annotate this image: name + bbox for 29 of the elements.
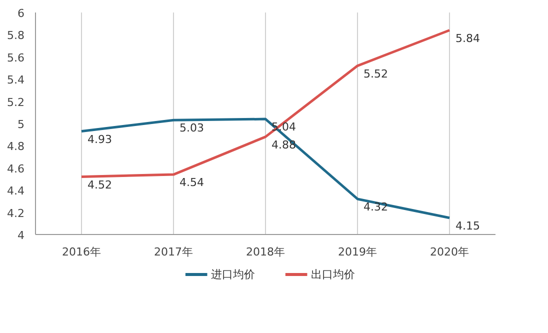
legend-label: 出口均价: [310, 268, 355, 281]
y-tick-label: 4.2: [7, 206, 25, 220]
y-tick-label: 5: [18, 118, 24, 131]
y-tick-label: 4: [18, 229, 24, 242]
x-tick-label: 2019年: [338, 246, 378, 258]
x-tick-label: 2018年: [246, 246, 286, 258]
data-label: 4.93: [88, 132, 112, 146]
y-tick-label: 4.4: [7, 184, 25, 198]
y-tick-label: 4.8: [7, 140, 25, 154]
legend-label: 进口均价: [210, 268, 255, 281]
data-label: 4.52: [88, 178, 112, 192]
data-label: 4.32: [364, 200, 388, 214]
y-tick-label: 5.4: [7, 74, 25, 87]
y-tick-label: 6: [18, 7, 24, 20]
y-tick-label: 5.6: [7, 51, 25, 64]
data-label: 4.54: [180, 176, 204, 190]
line-series: [80, 118, 451, 220]
y-tick-label: 5.2: [7, 96, 25, 109]
x-tick-label: 2017年: [154, 246, 194, 258]
y-tick-label: 4.6: [7, 162, 25, 176]
data-label: 5.84: [456, 32, 480, 45]
line-series: [80, 29, 451, 178]
data-label: 5.52: [364, 67, 388, 80]
data-label: 4.15: [456, 219, 480, 232]
x-tick-label: 2016年: [62, 246, 102, 258]
data-label: 4.88: [272, 138, 296, 152]
data-label: 5.03: [180, 122, 204, 135]
y-tick-label: 5.8: [7, 29, 25, 42]
x-tick-label: 2020年: [430, 246, 470, 258]
